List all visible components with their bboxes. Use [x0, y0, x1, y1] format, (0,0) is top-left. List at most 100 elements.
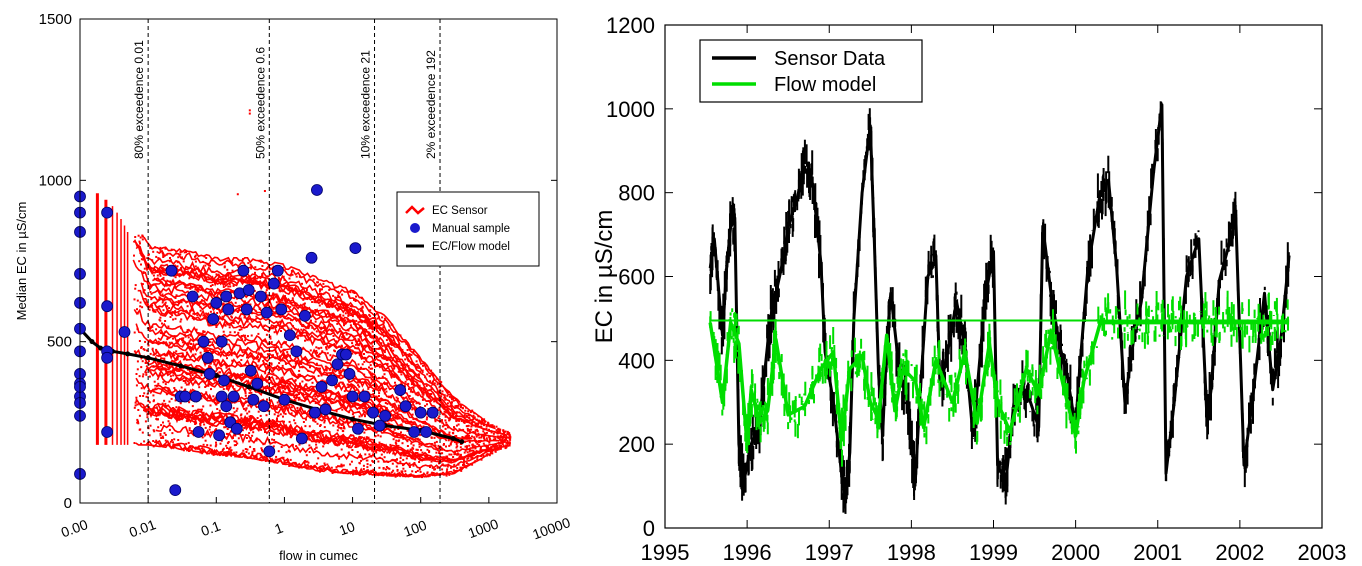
ec-sensor-point	[140, 442, 143, 445]
ec-sensor-point	[277, 276, 280, 279]
ec-sensor-point	[395, 336, 398, 339]
ec-sensor-point	[180, 301, 183, 304]
ec-sensor-point	[497, 435, 500, 438]
ec-sensor-point	[294, 362, 297, 365]
ec-sensor-point	[269, 429, 272, 432]
ec-sensor-point	[395, 445, 398, 447]
ec-sensor-point	[187, 372, 190, 375]
ec-sensor-point	[471, 463, 474, 466]
manual-sample-point	[414, 406, 427, 419]
ec-sensor-point	[237, 331, 240, 334]
ec-sensor-point	[492, 445, 495, 448]
ec-sensor-point	[187, 434, 190, 437]
y-axis-title: Median EC in µS/cm	[14, 202, 29, 321]
ec-sensor-point	[369, 464, 372, 467]
ec-sensor-point	[179, 251, 182, 254]
ec-sensor-point	[182, 358, 185, 361]
manual-sample-point	[343, 368, 356, 380]
ec-sensor-point	[252, 431, 255, 434]
ec-sensor-point	[281, 408, 284, 411]
ec-sensor-point	[300, 363, 303, 365]
ec-sensor-point	[136, 328, 139, 331]
ec-sensor-point	[465, 466, 468, 469]
ec-sensor-point	[271, 459, 274, 462]
ec-sensor-point	[347, 329, 350, 332]
ec-sensor-point	[136, 312, 139, 315]
ec-sensor-point	[468, 414, 470, 416]
ec-sensor-point	[410, 424, 413, 427]
ec-sensor-point	[427, 396, 430, 399]
ec-sensor-point	[357, 338, 360, 341]
ec-sensor-point	[475, 435, 478, 438]
ec-sensor-point	[501, 437, 504, 440]
ec-sensor-point	[246, 320, 249, 323]
ec-sensor-point	[183, 333, 186, 336]
ec-sensor-point	[336, 453, 339, 456]
ec-sensor-point	[392, 430, 395, 433]
ec-sensor-point	[274, 311, 276, 314]
ec-sensor-point	[153, 380, 156, 383]
ec-sensor-point	[218, 275, 221, 277]
ec-sensor-point	[162, 381, 165, 384]
ec-sensor-point	[372, 376, 374, 378]
ec-sensor-point	[457, 463, 460, 466]
ec-sensor-point	[309, 349, 312, 352]
ec-sensor-point	[168, 400, 171, 403]
ec-sensor-point	[172, 407, 174, 409]
ec-sensor-point	[137, 422, 140, 425]
ec-sensor-point	[251, 363, 253, 366]
ec-sensor-point	[304, 339, 306, 342]
ec-sensor-point	[249, 437, 252, 439]
ec-sensor-point	[371, 447, 374, 450]
ec-sensor-point	[266, 353, 269, 356]
ec-sensor-point	[234, 301, 237, 304]
ec-sensor-point	[339, 372, 342, 375]
ec-sensor-point	[366, 469, 369, 472]
ec-sensor-point	[288, 446, 290, 449]
ec-sensor-point	[315, 346, 318, 349]
ec-sensor-point	[290, 327, 293, 330]
ec-sensor-point	[495, 443, 497, 446]
ec-sensor-point	[197, 290, 200, 293]
ec-sensor-point	[341, 293, 344, 296]
x-tick-label: 10000	[530, 514, 572, 542]
ec-sensor-point	[360, 297, 363, 300]
ec-sensor-point	[260, 447, 263, 450]
legend-box	[396, 191, 540, 267]
ec-sensor-point	[486, 453, 489, 456]
ec-sensor-point	[233, 388, 236, 391]
ec-sensor-point	[438, 432, 441, 435]
ec-sensor-point	[249, 439, 252, 442]
ec-sensor-point	[173, 354, 176, 357]
ec-sensor-point	[242, 258, 244, 261]
ec-sensor-point	[314, 395, 317, 398]
manual-sample-point	[283, 329, 296, 342]
ec-sensor-point	[386, 359, 389, 362]
manual-sample-point	[275, 303, 288, 316]
ec-sensor-point	[262, 339, 265, 342]
ec-sensor-point	[388, 467, 391, 470]
ec-sensor-point	[248, 410, 251, 413]
manual-sample-point	[207, 313, 220, 325]
ec-sensor-point	[302, 347, 305, 350]
ec-sensor-point	[247, 301, 250, 304]
ec-sensor-point	[453, 450, 456, 453]
ec-sensor-point	[174, 359, 177, 362]
ec-sensor-point	[371, 330, 374, 333]
ec-sensor-point	[503, 439, 506, 442]
ec-sensor-point	[180, 318, 183, 321]
ec-sensor-point	[321, 350, 324, 353]
ec-sensor-point	[137, 234, 140, 237]
ec-sensor-point	[246, 335, 249, 338]
ec-sensor-point	[179, 402, 182, 405]
ec-sensor-point	[438, 386, 441, 389]
ec-sensor-point	[421, 395, 424, 398]
ec-sensor-point	[337, 290, 340, 293]
ec-sensor-point	[411, 408, 414, 411]
ec-sensor-point	[392, 342, 395, 345]
ec-sensor-point	[277, 414, 280, 417]
ec-sensor-point	[328, 306, 331, 309]
ec-sensor-point	[152, 394, 155, 397]
ec-sensor-point	[264, 460, 267, 462]
ec-sensor-point	[294, 379, 297, 382]
